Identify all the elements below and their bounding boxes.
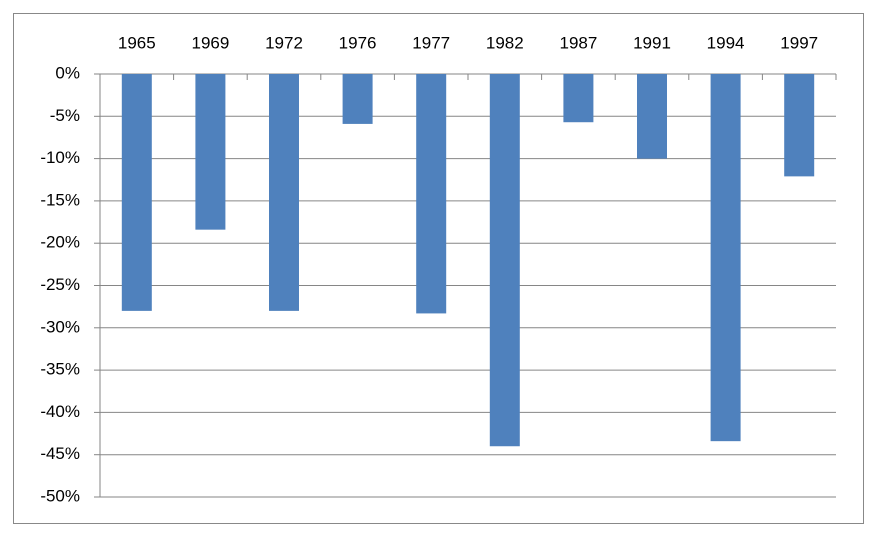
bar bbox=[195, 74, 226, 230]
bar bbox=[416, 74, 447, 314]
bar bbox=[637, 74, 667, 159]
y-tick-label: -5% bbox=[50, 106, 80, 125]
x-tick-label: 1982 bbox=[486, 33, 524, 52]
x-tick-label: 1969 bbox=[191, 33, 229, 52]
x-tick-label: 1977 bbox=[412, 33, 450, 52]
bar bbox=[342, 74, 373, 124]
y-tick-label: -35% bbox=[40, 360, 80, 379]
y-tick-label: -50% bbox=[40, 486, 80, 505]
y-tick-label: 0% bbox=[55, 63, 80, 82]
bar bbox=[784, 74, 815, 177]
bar bbox=[121, 74, 152, 311]
y-tick-label: -25% bbox=[40, 275, 80, 294]
y-tick-label: -45% bbox=[40, 444, 80, 463]
bar bbox=[489, 74, 520, 447]
bar bbox=[563, 74, 594, 123]
x-tick-label: 1972 bbox=[265, 33, 303, 52]
y-tick-label: -20% bbox=[40, 233, 80, 252]
y-tick-label: -15% bbox=[40, 190, 80, 209]
x-tick-label: 1994 bbox=[707, 33, 745, 52]
x-tick-label: 1976 bbox=[339, 33, 377, 52]
y-tick-label: -30% bbox=[40, 317, 80, 336]
x-tick-label: 1987 bbox=[559, 33, 597, 52]
y-tick-label: -40% bbox=[40, 402, 80, 421]
x-tick-label: 1965 bbox=[118, 33, 156, 52]
x-tick-label: 1997 bbox=[780, 33, 818, 52]
bar bbox=[710, 74, 741, 442]
x-tick-label: 1991 bbox=[633, 33, 671, 52]
y-tick-label: -10% bbox=[40, 148, 80, 167]
bar bbox=[269, 74, 299, 311]
